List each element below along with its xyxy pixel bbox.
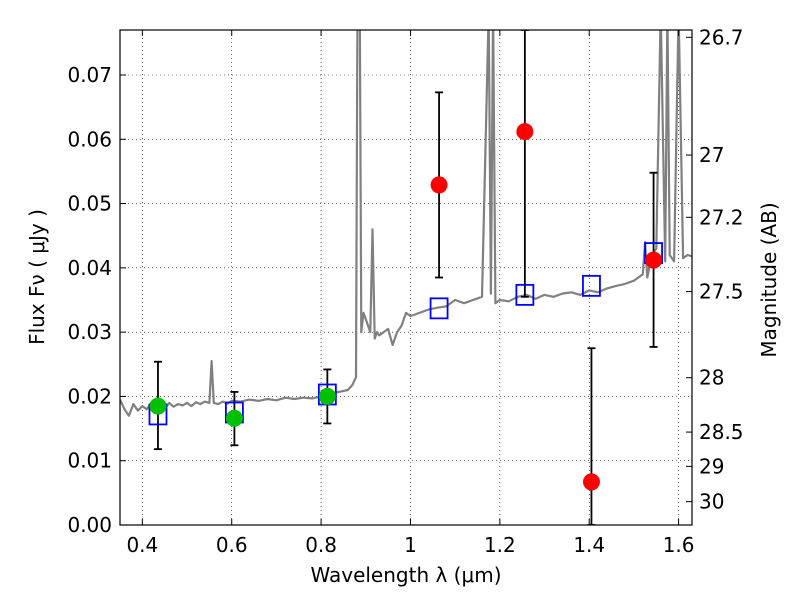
x-tick-label: 1.6: [663, 533, 695, 557]
square-layer: [148, 242, 663, 426]
plot-background: [120, 30, 692, 525]
y-tick-label: 0.00: [67, 513, 112, 537]
x-axis-label: Wavelength λ (μm): [310, 563, 501, 587]
y-tick-label: 0.03: [67, 320, 112, 344]
x-tick-label: 0.6: [216, 533, 248, 557]
right-tick-label: 28: [699, 366, 724, 390]
ticks: [120, 30, 692, 526]
green-point: [225, 409, 243, 427]
point-layer: [149, 123, 663, 491]
right-tick-label: 27.2: [699, 205, 744, 229]
x-tick-label: 0.8: [305, 533, 337, 557]
x-tick-label: 0.4: [126, 533, 158, 557]
y-tick-label: 0.06: [67, 127, 112, 151]
x-tick-label: 1.4: [573, 533, 605, 557]
right-tick-label: 28.5: [699, 420, 744, 444]
model-square: [429, 297, 449, 320]
spectrum-layer: [120, 30, 692, 417]
right-tick-label: 29: [699, 454, 724, 478]
errorbar-layer: [153, 30, 658, 525]
right-tick-label: 26.7: [699, 25, 744, 49]
red-point: [582, 473, 600, 491]
plot-frame: [119, 29, 693, 526]
y-axis-label-right: Magnitude (AB): [757, 202, 781, 357]
red-point: [516, 123, 534, 141]
x-tick-label: 1.2: [484, 533, 516, 557]
y-axis-label: Flux Fν ( μJy ): [25, 209, 49, 345]
y-tick-label: 0.05: [67, 192, 112, 216]
model-square: [582, 274, 601, 297]
y-tick-label: 0.07: [67, 63, 112, 87]
green-point: [149, 397, 167, 415]
grid: [120, 30, 692, 525]
model-square: [515, 283, 535, 306]
red-point: [430, 176, 448, 194]
x-tick-label: 1: [404, 533, 417, 557]
tick-labels: 0.4 0.6 0.8 1 1.2 1.4 1.6 0.00 0.01 0.02 0.03 0.04 0…: [67, 25, 743, 557]
y-tick-label: 0.02: [67, 384, 112, 408]
green-point: [318, 387, 336, 405]
y-tick-label: 0.01: [67, 449, 112, 473]
spectrum-line: [120, 30, 692, 417]
right-tick-label: 27.5: [699, 280, 744, 304]
right-tick-label: 27: [699, 143, 724, 167]
y-tick-label: 0.04: [67, 256, 112, 280]
red-point: [645, 251, 663, 269]
plot-area: [120, 30, 692, 525]
right-tick-label: 30: [699, 490, 724, 514]
